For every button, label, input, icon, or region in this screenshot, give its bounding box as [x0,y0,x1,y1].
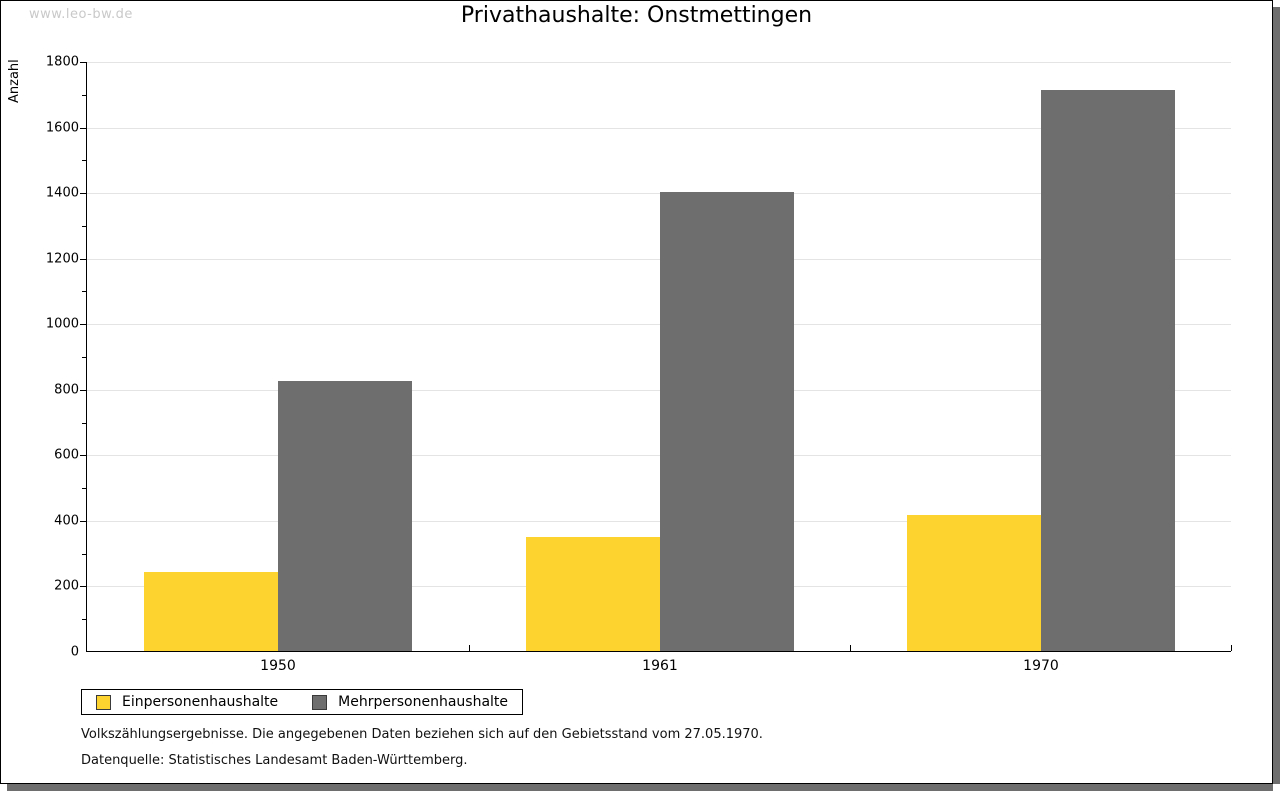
x-tick-label: 1970 [1023,658,1059,674]
frame-shadow-bottom [7,784,1273,791]
y-axis-title: Anzahl [7,59,22,103]
y-tick-label: 1000 [45,316,79,332]
bar-einpersonenhaushalte [907,515,1041,651]
bar-einpersonenhaushalte [526,537,660,651]
legend-swatch-gray [312,694,328,710]
gridline [87,390,1231,391]
gridline [87,521,1231,522]
gridline [87,128,1231,129]
legend-item-mehrpersonenhaushalte: Mehrpersonenhaushalte [312,694,508,710]
legend: Einpersonenhaushalte Mehrpersonenhaushal… [81,689,524,715]
footnote-source: Datenquelle: Statistisches Landesamt Bad… [81,753,468,768]
y-axis-minor-tick [82,554,86,555]
bar-einpersonenhaushalte [144,572,278,651]
y-axis-minor-tick [82,488,86,489]
y-axis-minor-tick [82,357,86,358]
bar-mehrpersonenhaushalte [1041,90,1175,651]
gridline [87,193,1231,194]
y-tick-label: 1800 [45,54,79,70]
legend-swatch-yellow [96,694,111,710]
legend-item-einpersonenhaushalte: Einpersonenhaushalte [96,694,278,710]
y-tick-label: 0 [70,644,79,660]
watermark: www.leo-bw.de [29,7,133,22]
frame-shadow-right [1273,7,1280,784]
y-axis-major-tick [80,128,86,129]
y-tick-label: 1600 [45,120,79,136]
y-axis-major-tick [80,193,86,194]
y-axis-minor-tick [82,95,86,96]
gridline [87,324,1231,325]
y-tick-label: 1200 [45,251,79,267]
y-tick-label: 600 [54,447,79,463]
plot-area: 0 200 400 600 800 1000 1200 1400 1600 1800 1950 196… [46,55,1232,674]
y-axis-major-tick [80,521,86,522]
y-tick-label: 200 [54,578,79,594]
y-tick-label: 400 [54,513,79,529]
y-tick-label: 1400 [45,185,79,201]
x-axis-divider-tick [469,645,470,651]
legend-label: Einpersonenhaushalte [122,694,279,710]
gridline [87,62,1231,63]
y-axis-minor-tick [82,291,86,292]
y-axis-major-tick [80,62,86,63]
x-tick-label: 1961 [642,658,678,674]
y-axis-minor-tick [82,619,86,620]
y-tick-label: 800 [54,382,79,398]
y-axis-major-tick [80,586,86,587]
y-axis-major-tick [80,390,86,391]
y-axis-major-tick [80,455,86,456]
x-axis-end-tick [1231,645,1232,651]
y-axis-minor-tick [82,423,86,424]
bar-mehrpersonenhaushalte [660,192,794,651]
chart-title: Privathaushalte: Onstmettingen [460,3,813,28]
y-axis-minor-tick [82,160,86,161]
bar-mehrpersonenhaushalte [278,381,412,651]
y-axis-major-tick [80,324,86,325]
gridline [87,455,1231,456]
legend-label: Mehrpersonenhaushalte [338,694,509,710]
x-axis-divider-tick [850,645,851,651]
y-axis-minor-tick [82,226,86,227]
footnote-census: Volkszählungsergebnisse. Die angegebenen… [81,727,763,742]
x-tick-label: 1950 [260,658,296,674]
y-axis-major-tick [80,259,86,260]
gridline [87,259,1231,260]
